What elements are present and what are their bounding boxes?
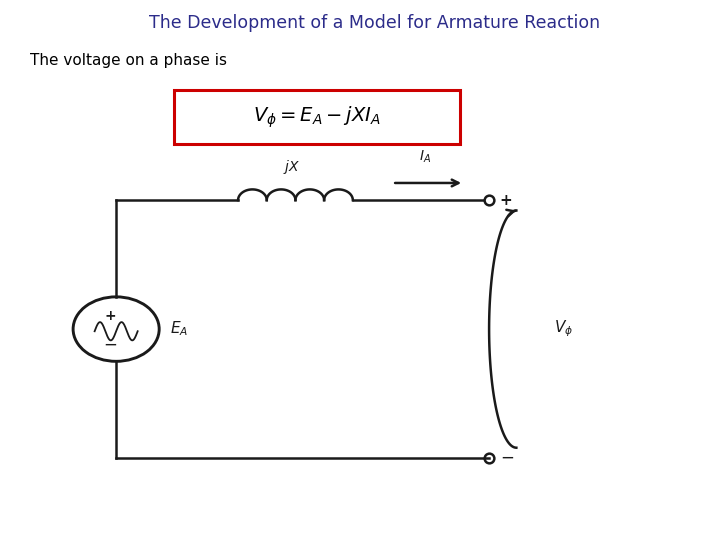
Text: The voltage on a phase is: The voltage on a phase is xyxy=(30,53,227,68)
Text: $V_{\phi}$: $V_{\phi}$ xyxy=(554,319,573,340)
Text: −: − xyxy=(500,449,514,467)
Text: The Development of a Model for Armature Reaction: The Development of a Model for Armature … xyxy=(149,14,600,32)
Text: $V_{\phi} = E_A - jXI_A$: $V_{\phi} = E_A - jXI_A$ xyxy=(253,104,381,130)
Text: −: − xyxy=(104,335,117,353)
Text: +: + xyxy=(104,309,116,323)
Text: $jX$: $jX$ xyxy=(283,158,300,176)
Text: +: + xyxy=(500,193,513,208)
FancyBboxPatch shape xyxy=(174,90,460,144)
Text: $E_A$: $E_A$ xyxy=(170,320,188,339)
Text: $I_A$: $I_A$ xyxy=(418,149,431,165)
